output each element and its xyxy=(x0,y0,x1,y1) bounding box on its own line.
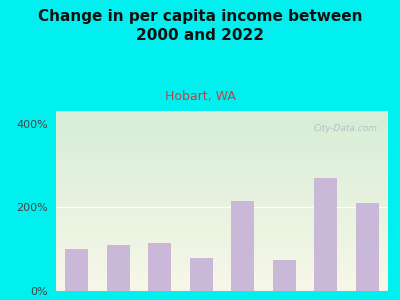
Bar xyxy=(65,249,88,291)
Bar xyxy=(107,245,130,291)
Bar xyxy=(148,243,171,291)
Bar xyxy=(314,178,337,291)
Bar xyxy=(356,203,379,291)
Text: Hobart, WA: Hobart, WA xyxy=(164,90,236,103)
Text: City-Data.com: City-Data.com xyxy=(314,124,378,133)
Bar xyxy=(231,201,254,291)
Bar xyxy=(190,257,213,291)
Bar xyxy=(273,260,296,291)
Text: Change in per capita income between
2000 and 2022: Change in per capita income between 2000… xyxy=(38,9,362,43)
